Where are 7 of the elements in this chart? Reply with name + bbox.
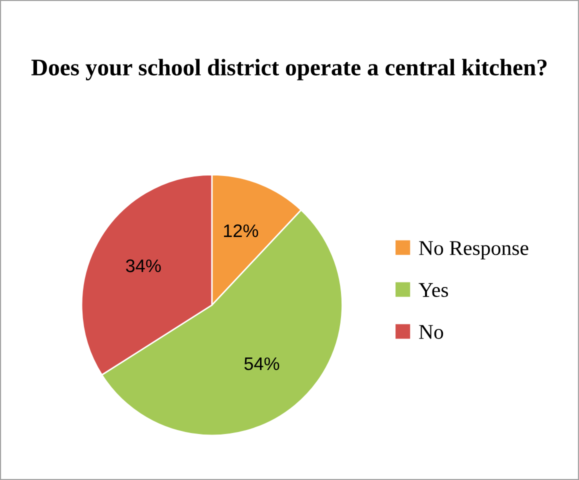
data-label: 12% [224, 224, 258, 238]
data-label: 34% [126, 259, 161, 272]
legend-label: Yes [418, 283, 448, 298]
legend-label: No [419, 325, 444, 339]
chart-title: Does your school district operate a central kitchen? [31, 58, 547, 80]
data-label: 54% [244, 357, 280, 370]
legend-label: No Response [419, 241, 528, 260]
